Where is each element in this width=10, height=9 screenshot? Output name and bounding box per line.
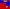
- Wedge shape: [2, 5, 5, 7]
- Text: -90°: -90°: [0, 7, 10, 9]
- Wedge shape: [5, 3, 8, 7]
- Text: +180°: +180°: [0, 0, 2, 9]
- Text: 0°: 0°: [8, 0, 10, 9]
- Text: AVL: AVL: [0, 7, 8, 9]
- Text: +90°: +90°: [0, 0, 10, 2]
- Text: AVF: AVF: [0, 1, 10, 9]
- Text: AVR: AVR: [2, 7, 10, 9]
- Text: I: I: [9, 0, 10, 9]
- Wedge shape: [2, 2, 5, 5]
- Text: -30°: -30°: [8, 0, 10, 9]
- Text: II: II: [0, 2, 10, 9]
- Wedge shape: [5, 2, 8, 5]
- Text: III: III: [0, 2, 10, 9]
